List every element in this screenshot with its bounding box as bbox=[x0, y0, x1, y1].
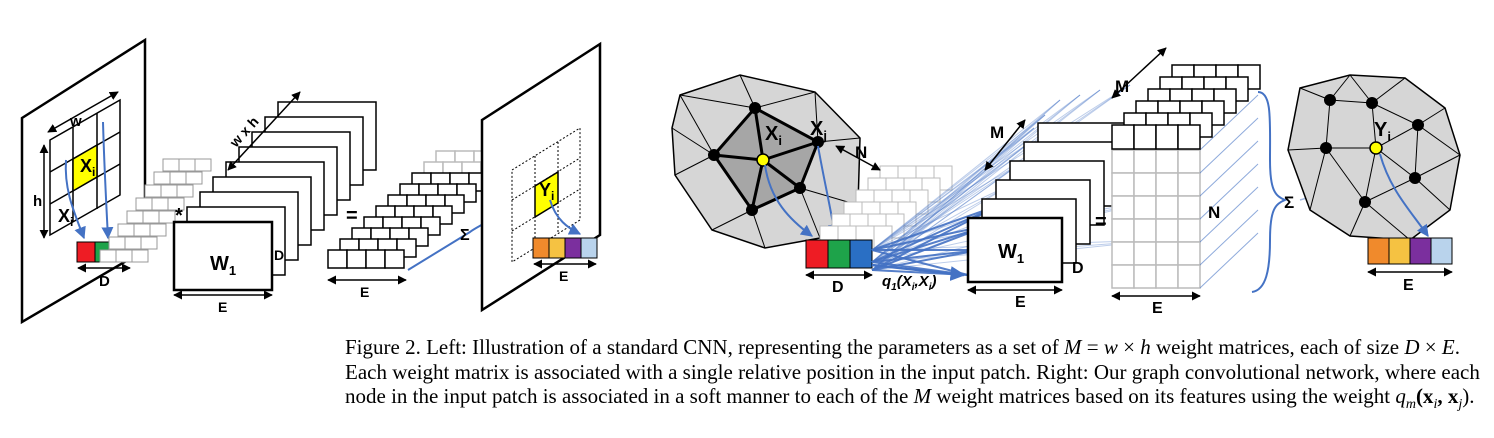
node-feature-arrow-i bbox=[764, 164, 813, 237]
figure-2: Xi w h Xi D * w x h W1 D E = E bbox=[20, 37, 1461, 325]
q1-label: q1(Xi,Xi) bbox=[882, 273, 936, 293]
w1-d-label: D bbox=[274, 247, 284, 263]
output-vector-e-label: E bbox=[559, 268, 568, 284]
n-arrow bbox=[835, 145, 881, 171]
output-center-node bbox=[1369, 141, 1383, 155]
right-w1-d-label: D bbox=[1072, 260, 1084, 277]
output-vector-stack bbox=[327, 150, 513, 269]
output-tensor-block bbox=[1111, 64, 1261, 289]
equals-sign: = bbox=[346, 205, 358, 227]
xi-lower-label: Xi bbox=[58, 206, 73, 229]
input-graph-edges bbox=[671, 74, 861, 249]
right-panel: Xi Xj N D q1(Xi,Xi) M W1 D E = M N bbox=[671, 47, 1461, 317]
output-image-plane bbox=[480, 41, 602, 313]
weight-matrix-stack bbox=[172, 101, 377, 292]
xj-node-label: Xj bbox=[810, 118, 827, 143]
sum-brace bbox=[1251, 91, 1288, 293]
m-arrow bbox=[984, 119, 1026, 171]
block-e-label: E bbox=[1152, 300, 1163, 317]
center-patch-cell bbox=[72, 143, 98, 193]
input-graph-nodes bbox=[708, 102, 824, 216]
feature-arrow-1 bbox=[64, 159, 86, 240]
h-label: h bbox=[33, 193, 42, 210]
output-feature-vector bbox=[532, 237, 598, 259]
output-node-feature-arrow bbox=[1379, 153, 1429, 237]
node-input-vector bbox=[805, 239, 873, 269]
sigma-label: Σ bbox=[460, 227, 470, 244]
output-graph-nodes bbox=[1320, 94, 1424, 208]
right-sigma-label: Σ bbox=[1284, 193, 1294, 212]
m-top-arrow bbox=[1111, 47, 1167, 99]
w-label: w bbox=[69, 113, 82, 130]
wxh-arrow bbox=[227, 91, 301, 171]
output-node-vector-e-label: E bbox=[1403, 277, 1414, 294]
w-dimension-arrow bbox=[47, 91, 119, 133]
center-node bbox=[756, 153, 770, 167]
feature-arrow-2 bbox=[101, 121, 114, 240]
yi-label: Yi bbox=[539, 180, 554, 203]
output-node-vector bbox=[1367, 237, 1453, 265]
m-top-label: M bbox=[1115, 77, 1129, 96]
figure-caption: Figure 2. Left: Illustration of a standa… bbox=[345, 335, 1480, 418]
left-panel: Xi w h Xi D * w x h W1 D E = E bbox=[20, 37, 602, 325]
caption-line-2: Each weight matrix is associated with a … bbox=[345, 359, 1480, 384]
output-feature-arrow bbox=[549, 199, 582, 235]
right-weight-matrix-stack bbox=[966, 122, 1133, 284]
caption-line-3: node in the input patch is associated in… bbox=[345, 384, 1475, 413]
output-stack-e-label: E bbox=[360, 284, 369, 300]
right-equals-sign: = bbox=[1095, 211, 1107, 233]
w1-label: W1 bbox=[210, 253, 236, 278]
right-w1-e-label: E bbox=[1015, 294, 1026, 311]
input-vector-stack bbox=[99, 158, 212, 263]
input-vector-d-label: D bbox=[99, 273, 110, 290]
xi-center-label: Xi bbox=[80, 156, 95, 179]
n-right-label: N bbox=[1208, 203, 1220, 222]
w1-e-label: E bbox=[218, 299, 227, 315]
output-graph-edges bbox=[1287, 74, 1461, 241]
right-yi-label: Yi bbox=[1374, 119, 1391, 144]
xi-node-label: Xi bbox=[765, 123, 782, 148]
conv-symbol: * bbox=[175, 205, 183, 227]
input-neighbor-edges bbox=[713, 107, 819, 211]
n-label: N bbox=[855, 143, 867, 162]
caption-line-1: Figure 2. Left: Illustration of a standa… bbox=[345, 335, 1460, 359]
node-vector-d-label: D bbox=[832, 279, 844, 296]
right-w1-label: W1 bbox=[998, 241, 1024, 266]
node-feature-stack bbox=[819, 165, 953, 251]
m-label: M bbox=[990, 123, 1004, 142]
